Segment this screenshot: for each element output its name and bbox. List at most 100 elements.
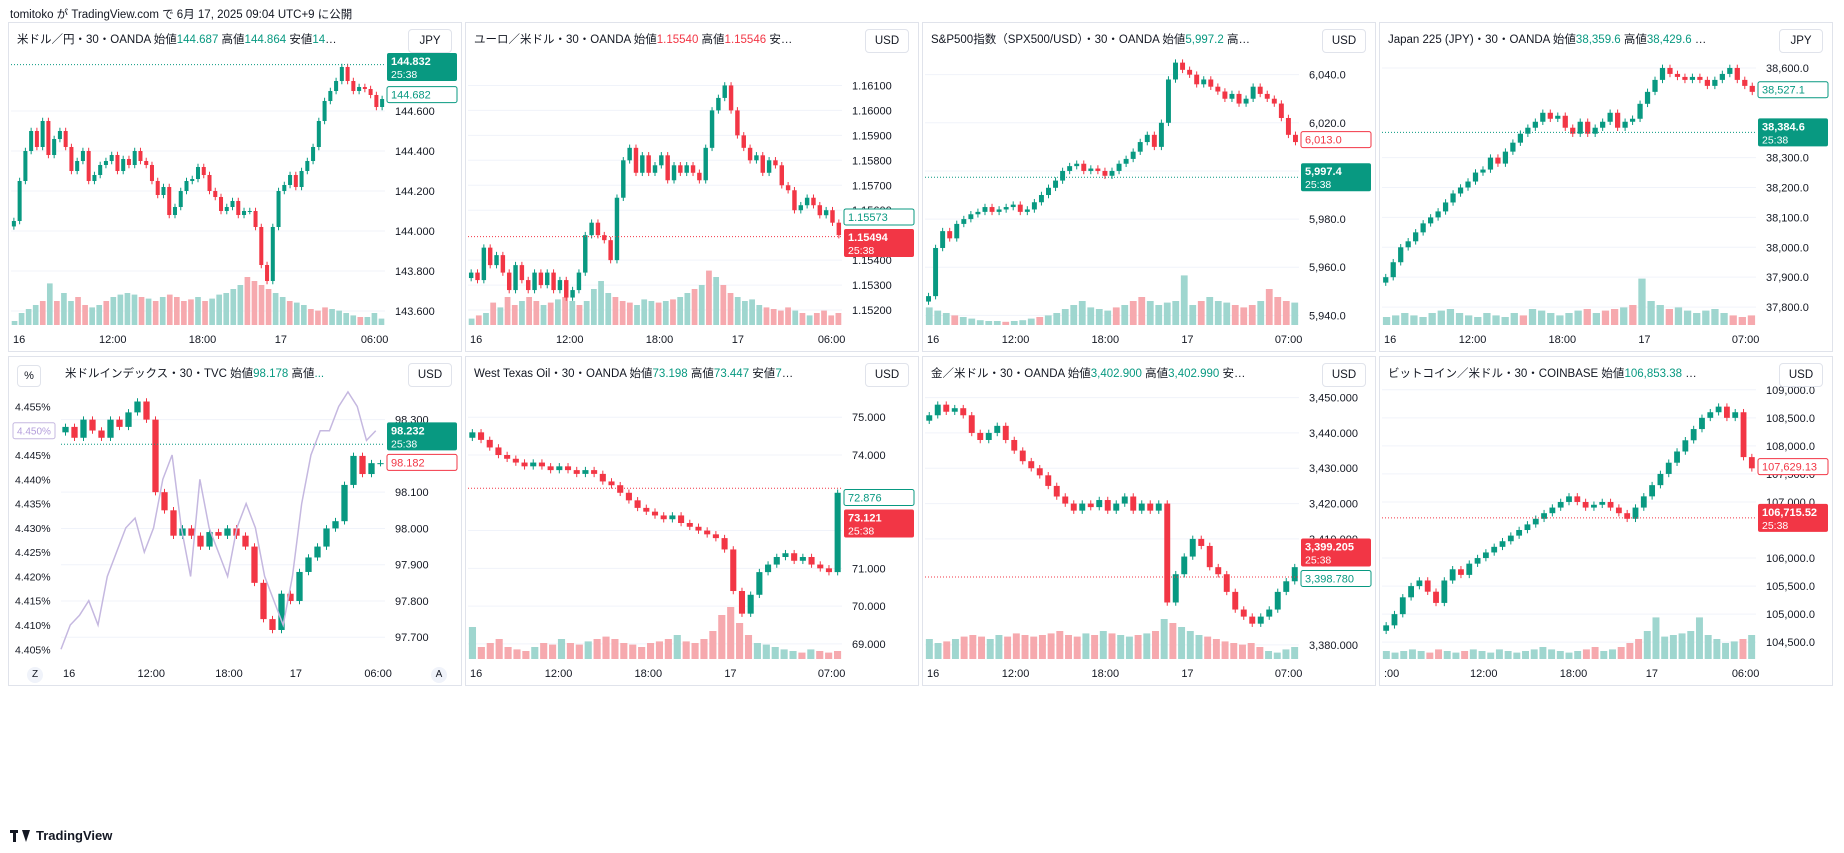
candle-body [296,571,303,601]
x-axis-tick-label: 17 [1181,334,1193,346]
currency-button[interactable]: USD [865,29,909,53]
percent-scale-button[interactable]: % [17,365,41,387]
volume-bar [821,310,827,325]
candle-body [665,155,670,181]
secondary-price-label: 72.876 [848,492,882,504]
candle-body [1457,187,1464,194]
chart-panel[interactable]: 38,600.0 38,300.0 38,200.0 38,100.0 38,000.0… [1379,22,1833,352]
candle-body [305,161,310,171]
volume-bar [785,307,791,325]
volume-bar [1221,641,1229,659]
candle-body [760,155,765,173]
chart-panel[interactable]: 6,040.06,020.06,000.05,980.05,960.05,940… [922,22,1376,352]
candle-body [968,415,975,433]
volume-bar [110,297,117,325]
left-axis-tick-label: 4.440% [15,474,51,486]
chart-panel[interactable]: 75.00074.00072.00071.00070.00069.0001612… [465,356,919,686]
x-axis-tick-label: 16 [1384,334,1396,346]
candle-body [1624,513,1631,519]
x-axis-tick-label: 07:00 [818,668,846,680]
candle-body [1707,412,1714,418]
candle-body [1532,518,1539,525]
volume-bar [713,277,720,325]
volume-bar [698,285,705,325]
chart-canvas[interactable]: 75.00074.00072.00071.00070.00069.0001612… [466,357,919,686]
y-axis-tick-label: 6,040.0 [1309,70,1346,82]
chart-canvas[interactable]: 109,000.0108,500.0108,000.0107,500.0107,… [1380,357,1833,686]
candle-body [532,272,537,291]
candle-body [1113,503,1120,511]
chart-canvas[interactable]: 1.161001.160001.159001.158001.157001.156… [466,23,919,352]
volume-bar [763,307,770,325]
auto-scale-button[interactable]: A [431,667,447,683]
candle-body [359,455,366,475]
volume-bar [1643,631,1651,659]
volume-bar [1231,305,1239,325]
candle-body [646,155,651,173]
candle-body [86,151,91,181]
candle-body [1433,591,1439,603]
chart-title-part: 高値 [1141,368,1169,380]
chart-panel[interactable]: 4.455% 4.445% 4.440% 4.435% 4.430% 4.425% 4.42… [8,356,462,686]
y-axis-tick-label: 3,380.000 [1309,640,1358,652]
candle-body [1062,496,1069,504]
zoom-button[interactable]: Z [27,667,43,683]
candle-body [1074,163,1080,167]
candle-body [825,568,832,573]
chart-canvas[interactable]: 144.600 144.400 144.200 144.000 143.800 143.6… [9,23,462,352]
chart-canvas[interactable]: 38,600.0 38,300.0 38,200.0 38,100.0 38,000.0… [1380,23,1833,352]
chart-canvas[interactable]: 4.455% 4.445% 4.440% 4.435% 4.430% 4.425% 4.42… [9,357,462,686]
candle-body [362,87,367,89]
chart-canvas[interactable]: 3,450.0003,440.0003,430.0003,420.0003,41… [923,357,1376,686]
y-axis-tick-label: 1.16000 [852,105,892,117]
candle-body [1649,485,1656,497]
candle-body [773,160,778,166]
currency-button[interactable]: JPY [1779,29,1823,53]
volume-bar [1548,649,1556,659]
currency-button[interactable]: JPY [408,29,452,53]
y-axis-tick-label: 74.000 [852,450,886,462]
chart-panel[interactable]: 3,450.0003,440.0003,430.0003,420.0003,41… [922,356,1376,686]
candle-body [660,515,667,520]
chart-panel[interactable]: 144.600 144.400 144.200 144.000 143.800 143.6… [8,22,462,352]
secondary-price-badge [386,86,458,104]
volume-bar [1143,633,1151,659]
chart-panel[interactable]: 1.161001.160001.159001.158001.157001.156… [465,22,919,352]
volume-bar [1012,633,1020,659]
candle-body [1517,133,1523,143]
candle-body [608,240,613,261]
chart-title-part: 安値 [766,34,793,46]
volume-bar [1419,317,1427,325]
candle-body [98,165,103,175]
currency-button[interactable]: USD [408,363,452,387]
candle-body [1067,166,1073,171]
candle-body [29,131,34,151]
volume-bar [575,644,583,659]
candle-body [1003,207,1009,210]
chart-canvas[interactable]: 6,040.06,020.06,000.05,980.05,960.05,940… [923,23,1376,352]
currency-button[interactable]: USD [1322,363,1366,387]
currency-button[interactable]: USD [1322,29,1366,53]
candle-body [716,97,721,111]
candle-body [350,455,357,485]
currency-button[interactable]: USD [1779,363,1823,387]
candle-body [808,557,815,565]
candle-body [823,210,829,216]
volume-bar [1730,641,1738,659]
candle-body [149,165,154,181]
currency-button[interactable]: USD [865,363,909,387]
volume-bar [1669,635,1677,659]
candle-body [1215,567,1222,575]
volume-bar [166,294,173,325]
chart-panel[interactable]: 109,000.0108,500.0108,000.0107,500.0107,… [1379,356,1833,686]
volume-bar [986,639,994,659]
volume-bar [378,318,385,325]
candle-body [1264,93,1270,99]
volume-bar [1212,639,1220,659]
x-axis-tick-label: 06:00 [361,334,389,346]
volume-bar [89,307,95,325]
volume-bar [522,651,530,659]
candle-body [1130,496,1137,511]
chart-title-part: 38,359.6 [1575,34,1621,46]
secondary-price-badge [1300,131,1372,149]
